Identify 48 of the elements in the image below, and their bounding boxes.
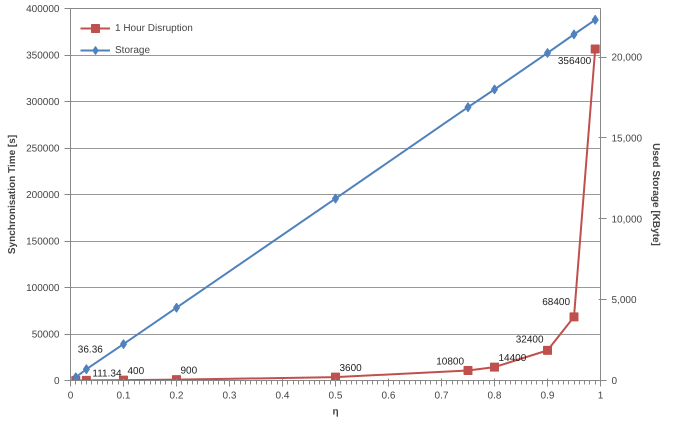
x-tick-label: 0.1 — [116, 390, 131, 402]
data-label: 68400 — [542, 296, 570, 308]
data-label: 36.36 — [78, 344, 104, 356]
x-tick-label: 0.5 — [328, 390, 343, 402]
data-label: 356400 — [558, 56, 592, 68]
y-tick-label: 300000 — [26, 97, 60, 108]
point — [331, 372, 340, 380]
y-tick-label: 250000 — [26, 144, 60, 154]
data-label: 3600 — [340, 363, 362, 374]
y2-axis-title: Used Storage [KByte] — [650, 143, 662, 246]
y-axis-title: Synchronisation Time [s] — [7, 134, 18, 254]
y2-tick-label: 20,000 — [612, 52, 643, 64]
data-label: 32400 — [516, 334, 544, 346]
x-tick-label: 0.7 — [434, 390, 449, 402]
data-label: 400 — [128, 366, 145, 378]
y-tick-label: 150000 — [26, 236, 60, 248]
point — [592, 14, 599, 25]
x-tick-label: 0.3 — [222, 390, 237, 402]
point — [464, 366, 472, 375]
y-tick-label: 100000 — [26, 283, 60, 294]
point — [543, 346, 552, 355]
data-label: 900 — [180, 366, 198, 377]
point — [590, 44, 600, 54]
y2-tick-label: 5,000 — [612, 295, 637, 306]
legend-label: Storage — [115, 44, 150, 56]
y-tick-label: 350000 — [26, 50, 60, 62]
x-tick-label: 0.4 — [276, 390, 290, 402]
x-tick-label: 0.8 — [488, 390, 502, 402]
point — [490, 362, 499, 372]
y2-tick-label: 0 — [612, 376, 618, 387]
y-tick-label: 400000 — [26, 4, 60, 15]
point — [72, 372, 80, 380]
point — [570, 312, 578, 322]
data-label: 111.34 — [92, 368, 122, 380]
x-tick-label: 1 — [598, 390, 604, 402]
legend-label: 1 Hour Disruption — [115, 22, 193, 34]
y2-tick-label: 15,000 — [612, 133, 643, 144]
x-axis-title: η — [332, 406, 339, 418]
y-tick-label: 50000 — [32, 330, 60, 340]
y-tick-label: 200000 — [26, 190, 60, 201]
x-tick-label: 0 — [68, 390, 74, 402]
y-tick-label: 0 — [54, 376, 60, 387]
x-tick-label: 0.2 — [170, 390, 184, 402]
point — [82, 364, 90, 374]
x-tick-label: 0.9 — [540, 390, 555, 402]
y2-tick-label: 10,000 — [612, 214, 643, 226]
data-label: 10800 — [436, 356, 464, 368]
x-tick-label: 0.6 — [382, 390, 396, 402]
